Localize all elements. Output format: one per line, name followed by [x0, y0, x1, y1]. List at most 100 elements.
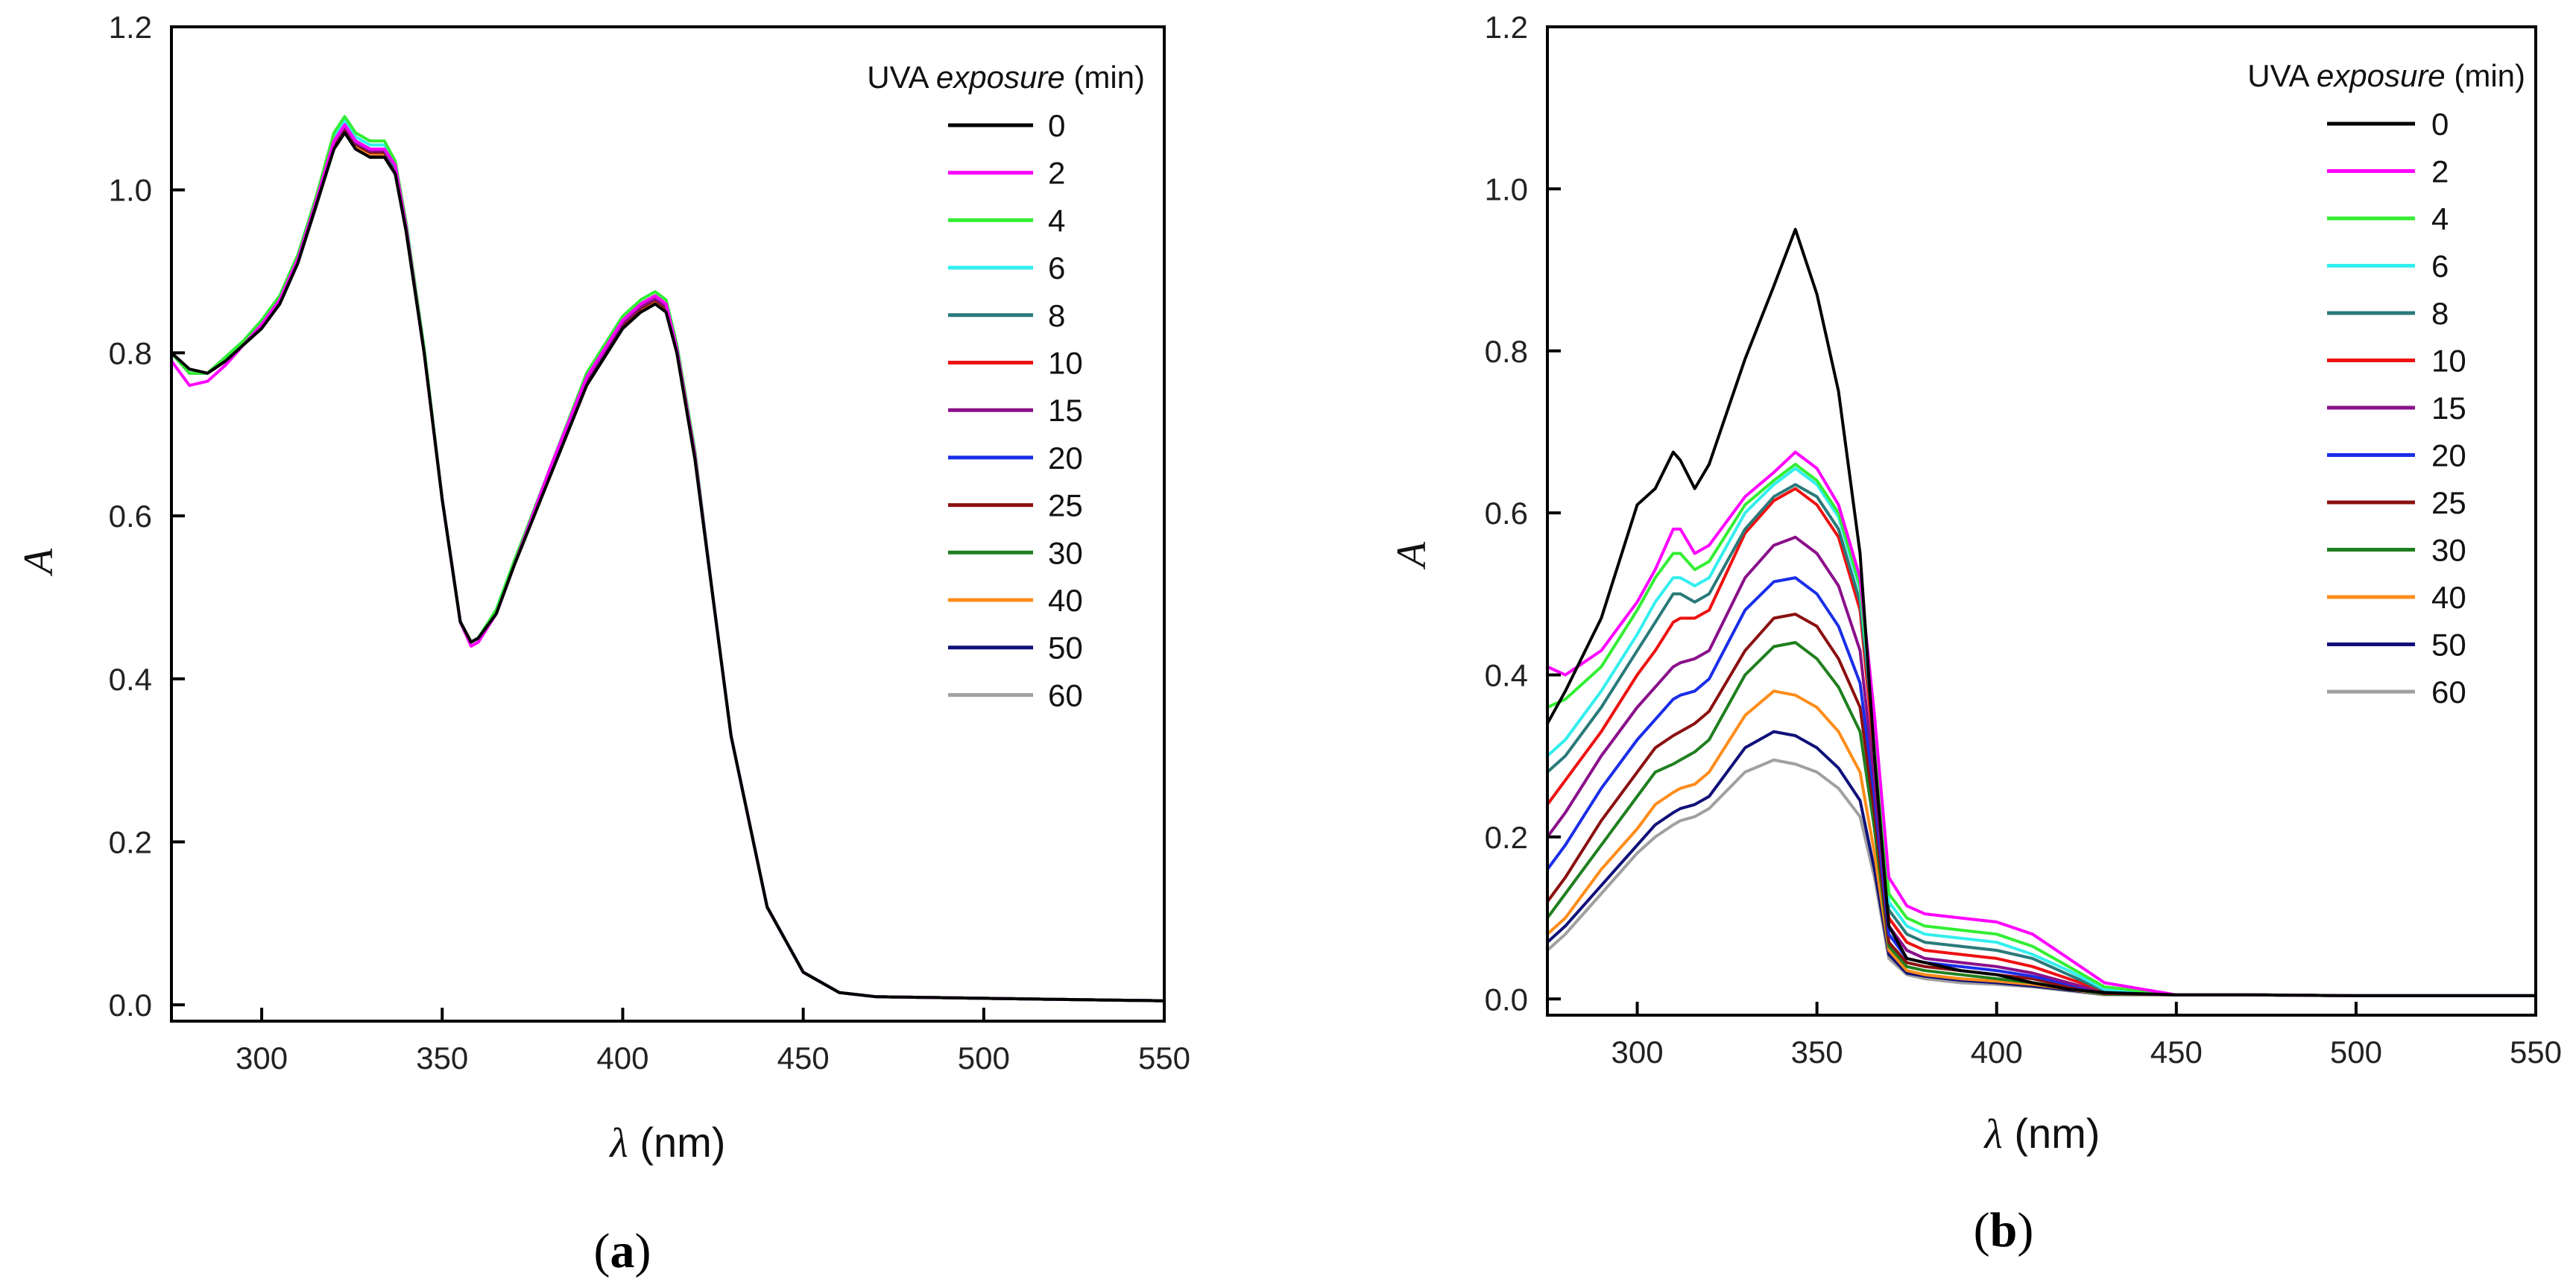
panel-a-xtick-label: 450 [777, 1041, 830, 1076]
panel-a-legend-label: 60 [1048, 678, 1083, 713]
panel-b-series-30 [1547, 641, 2536, 997]
panel-a-ytick-label: 0.8 [109, 335, 152, 370]
panel-a-xtick-label: 550 [1138, 1041, 1190, 1076]
panel-b-ytick-label: 0.4 [1485, 658, 1528, 693]
panel-a-legend-label: 50 [1048, 631, 1083, 666]
panel-a-legend-label: 10 [1048, 346, 1083, 381]
panel-b-series-0 [1547, 227, 2536, 997]
panel-b-label-close: ) [2017, 1203, 2033, 1257]
panel-b-xtick-label: 300 [1611, 1035, 1664, 1070]
panel-b-legend-label: 20 [2431, 438, 2466, 473]
panel-b-label-open: ( [1974, 1203, 1990, 1257]
panel-b-legend-title: UVA exposure (min) [2247, 58, 2525, 93]
panel-a-ytick-label: 0.6 [109, 499, 152, 534]
panel-a-curves [171, 115, 1164, 1002]
panel-b: 300 350 400 450 500 5500.00.20.40.60.81.01.2 … [1389, 10, 2562, 1257]
panel-b-ylabel: A [1389, 541, 1435, 570]
panel-b-ytick-label: 0.2 [1485, 820, 1528, 855]
panel-a-ytick-label: 0.4 [109, 662, 152, 697]
panel-a-ylabel: A [16, 548, 62, 577]
panel-b-series-6 [1547, 467, 2536, 997]
panel-b-legend-label: 60 [2431, 675, 2466, 710]
panel-a-label-close: ) [635, 1224, 651, 1278]
panel-b-xlabel-unit: (nm) [2003, 1110, 2100, 1157]
panel-a-xlabel-symbol: λ [609, 1120, 628, 1166]
panel-b-xtick-label: 350 [1791, 1035, 1843, 1070]
panel-a: 300 350 400 450 500 5500.00.20.40.60.81.01.2 … [16, 10, 1190, 1278]
panel-a-xlabel: λ (nm) [609, 1119, 726, 1166]
panel-a-series-50 [171, 130, 1164, 1002]
panel-a-xtick-label: 500 [958, 1041, 1010, 1076]
panel-a-xtick-label: 300 [236, 1041, 288, 1076]
panel-b-xtick-label: 400 [1971, 1035, 2023, 1070]
panel-a-label-open: ( [594, 1224, 610, 1278]
panel-b-xtick-label: 500 [2330, 1035, 2382, 1070]
panel-a-legend-label: 25 [1048, 488, 1083, 523]
panel-a-series-6 [171, 119, 1164, 1002]
panel-b-ytick-label: 0.6 [1485, 496, 1528, 531]
panel-b-ytick-label: 0.0 [1485, 982, 1528, 1017]
panel-a-legend-label: 20 [1048, 441, 1083, 476]
panel-b-legend-label: 6 [2431, 249, 2449, 284]
panel-a-series-30 [171, 126, 1164, 1002]
panel-a-legend-label: 15 [1048, 393, 1083, 428]
panel-a-label-letter: a [610, 1224, 635, 1278]
panel-b-series-8 [1547, 483, 2536, 997]
panel-b-legend-label: 0 [2431, 107, 2449, 142]
panel-b-legend: UVA exposure (min) 0 2 4 6 8 10 15 20 25 30 40 50 60 [2247, 58, 2525, 710]
panel-b-series-60 [1547, 758, 2536, 997]
panel-a-ytick-label: 0.2 [109, 824, 152, 859]
panel-b-legend-label: 50 [2431, 628, 2466, 663]
panel-b-curves [1547, 227, 2536, 997]
panel-a-legend-label: 30 [1048, 535, 1083, 570]
panel-b-series-2 [1547, 450, 2536, 997]
panel-a-series-20 [171, 124, 1164, 1002]
panel-a-legend-label: 40 [1048, 583, 1083, 618]
panel-a-ytick-label: 1.2 [109, 10, 152, 45]
panel-a-legend-label: 4 [1048, 203, 1065, 238]
panel-b-legend-label: 2 [2431, 154, 2449, 189]
panel-b-legend-label: 15 [2431, 391, 2466, 426]
panel-b-xtick-label: 550 [2510, 1035, 2562, 1070]
panel-b-xtick-label: 450 [2150, 1035, 2203, 1070]
panel-a-series-2 [171, 123, 1164, 1002]
panel-a-plot-frame [170, 25, 1166, 1023]
panel-b-ytick-label: 0.8 [1485, 334, 1528, 369]
panel-b-label-letter: b [1990, 1203, 2018, 1257]
panel-b-ytick-label: 1.2 [1485, 10, 1528, 45]
panel-a-ytick-label: 0.0 [109, 988, 152, 1023]
panel-b-series-4 [1547, 462, 2536, 997]
panel-a-legend-label: 6 [1048, 250, 1065, 285]
panel-b-legend-label: 8 [2431, 296, 2449, 331]
panel-b-label: (b) [1974, 1203, 2034, 1257]
panel-a-xtick-label: 350 [416, 1041, 468, 1076]
panel-b-xlabel: λ (nm) [1983, 1110, 2100, 1158]
panel-b-xlabel-symbol: λ [1983, 1111, 2003, 1158]
panel-b-ytick-label: 1.0 [1485, 171, 1528, 206]
panel-a-legend-title: UVA exposure (min) [867, 60, 1145, 95]
panel-a-legend-label: 8 [1048, 298, 1065, 333]
panel-a-legend: UVA exposure (min) 0 2 4 6 8 10 15 20 25 30 40 50 60 [867, 60, 1145, 713]
panel-a-xtick-label: 400 [596, 1041, 648, 1076]
panel-a-series-8 [171, 123, 1164, 1002]
panel-b-series-20 [1547, 576, 2536, 997]
panel-a-series-0 [171, 131, 1164, 1002]
panel-a-series-4 [171, 115, 1164, 1002]
panel-b-legend-label: 40 [2431, 580, 2466, 615]
panel-a-label: (a) [594, 1224, 651, 1278]
panel-b-series-15 [1547, 535, 2536, 997]
panel-b-series-10 [1547, 487, 2536, 997]
panel-b-legend-label: 4 [2431, 201, 2449, 236]
panel-b-legend-label: 30 [2431, 533, 2466, 568]
panel-b-plot-frame [1546, 25, 2537, 1017]
panel-b-legend-label: 10 [2431, 344, 2466, 379]
panel-a-series-60 [171, 131, 1164, 1002]
panel-a-series-25 [171, 126, 1164, 1002]
panel-a-series-40 [171, 127, 1164, 1002]
panel-a-series-15 [171, 124, 1164, 1002]
panel-b-series-50 [1547, 730, 2536, 997]
panel-b-legend-label: 25 [2431, 485, 2466, 520]
